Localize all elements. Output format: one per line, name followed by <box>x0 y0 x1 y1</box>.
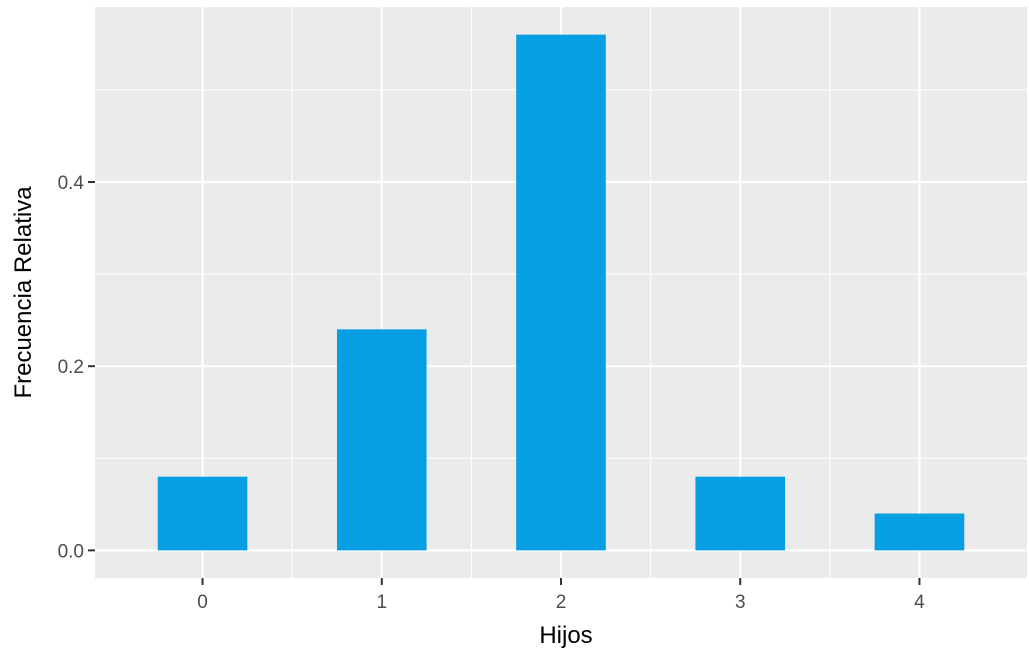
x-tick-label: 4 <box>914 592 925 613</box>
x-tick-label: 0 <box>197 592 208 613</box>
y-axis-title: Frecuencia Relativa <box>10 186 37 399</box>
bar-1 <box>336 329 427 551</box>
x-tick-label: 1 <box>376 592 387 613</box>
bar-0 <box>157 476 248 551</box>
bar-3 <box>695 476 786 551</box>
y-tick-label: 0.4 <box>58 173 85 194</box>
x-tick-label: 3 <box>735 592 746 613</box>
bars <box>157 34 965 551</box>
y-axis-ticks: 0.0 0.2 0.4 <box>58 173 95 562</box>
y-tick-label: 0.0 <box>58 541 84 562</box>
x-tick-label: 2 <box>556 592 567 613</box>
bar-2 <box>516 34 606 551</box>
bar-4 <box>874 513 965 551</box>
x-axis-title: Hijos <box>539 622 592 649</box>
x-axis-ticks: 0 1 2 3 4 <box>197 578 925 613</box>
y-tick-label: 0.2 <box>58 357 84 378</box>
